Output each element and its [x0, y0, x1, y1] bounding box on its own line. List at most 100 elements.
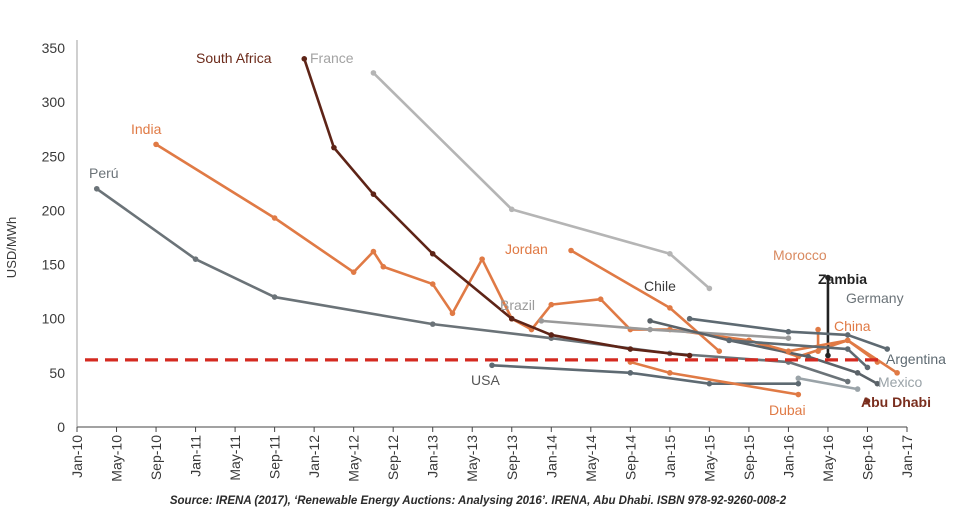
series-label: USA [471, 372, 500, 388]
y-tick-label: 250 [42, 148, 66, 164]
series-point [785, 335, 792, 342]
series-point [864, 398, 871, 404]
x-tick-label: Sep-11 [267, 435, 283, 479]
series-point [825, 274, 831, 281]
series-point [271, 294, 278, 300]
series-point [508, 206, 515, 213]
series-point [785, 328, 792, 335]
series-point [192, 256, 199, 262]
x-tick-label: Sep-15 [741, 435, 757, 480]
series-point [370, 191, 377, 197]
series-point [686, 315, 693, 322]
series-point [667, 250, 673, 257]
series-point [370, 248, 377, 255]
series-point [93, 185, 100, 192]
series-label: Germany [846, 290, 904, 306]
series-label: Brazil [500, 297, 535, 313]
series-label: Perú [89, 165, 119, 181]
series-label: India [131, 121, 162, 137]
x-tick-label: May-11 [227, 435, 243, 481]
series-point [647, 326, 653, 333]
series-point [686, 352, 693, 359]
y-tick-label: 300 [42, 94, 66, 110]
series-point [785, 348, 792, 355]
series-label: Zambia [818, 271, 867, 287]
series-point [647, 318, 653, 324]
y-tick-label: 0 [57, 419, 65, 435]
series-line [490, 363, 800, 385]
series-point [726, 337, 732, 344]
series-point [795, 380, 802, 387]
x-tick-label: Jan-14 [543, 435, 559, 478]
series-line [302, 57, 691, 357]
series-point [844, 332, 851, 338]
series-point [380, 263, 387, 270]
series-point [153, 141, 159, 148]
x-tick-label: Sep-12 [385, 435, 401, 480]
x-tick-label: Sep-13 [504, 435, 520, 480]
series-point [825, 352, 831, 359]
series-point [864, 364, 871, 371]
x-tick-label: May-13 [464, 435, 480, 482]
series-label: France [310, 50, 354, 66]
series-point [795, 375, 802, 382]
series-point [627, 346, 634, 352]
y-tick-label: 50 [49, 365, 65, 381]
series-point [874, 380, 881, 387]
x-tick-label: Jan-15 [662, 435, 678, 478]
series-label: South Africa [196, 50, 272, 66]
series-point [479, 256, 485, 262]
source-note: Source: IRENA (2017), ‘Renewable Energy … [169, 495, 787, 507]
series-point [805, 353, 811, 360]
x-tick-label: Jan-10 [69, 435, 85, 478]
series-label: Mexico [878, 374, 923, 390]
series-label: Chile [644, 278, 676, 294]
series-point [884, 346, 891, 352]
series-label: Dubai [769, 402, 806, 418]
series-point [489, 362, 495, 369]
series-label: Argentina [886, 351, 946, 367]
series-point [894, 370, 900, 376]
series-label: Morocco [773, 247, 827, 263]
series-point [449, 310, 456, 317]
series-line [688, 317, 889, 351]
x-tick-label: May-14 [583, 435, 599, 482]
series-point [429, 250, 436, 257]
series-point [350, 269, 357, 275]
series-point [548, 332, 555, 338]
series-label: Jordan [505, 241, 548, 257]
series-point [795, 391, 802, 398]
series-point [429, 321, 436, 327]
x-tick-label: Sep-10 [148, 435, 164, 480]
y-tick-label: 200 [42, 202, 66, 218]
x-tick-label: Sep-16 [859, 435, 875, 480]
series-point [508, 315, 515, 322]
x-tick-label: Sep-14 [622, 435, 638, 480]
y-tick-label: 100 [42, 311, 66, 327]
series-point [706, 285, 713, 292]
x-tick-label: Jan-13 [425, 435, 441, 478]
series-label: China [834, 318, 871, 334]
y-axis-label: USD/MWh [4, 217, 19, 278]
x-tick-label: May-10 [109, 435, 125, 482]
series-line [372, 71, 711, 290]
x-tick-label: May-15 [701, 435, 717, 482]
series-point [667, 370, 673, 376]
series-point [331, 144, 337, 151]
series-point [844, 378, 851, 385]
series-point [370, 70, 377, 76]
x-tick-label: Jan-12 [306, 435, 322, 478]
series-line [797, 376, 859, 391]
series-point [568, 247, 574, 254]
x-tick-label: Jan-17 [899, 435, 915, 478]
series-point [597, 296, 604, 303]
series-point [548, 301, 555, 308]
series-point [854, 370, 861, 376]
series-line [629, 360, 800, 396]
series-point [271, 215, 278, 221]
x-tick-label: May-16 [820, 435, 836, 482]
series-point [706, 380, 713, 387]
series-point [538, 318, 545, 324]
y-tick-label: 150 [42, 257, 66, 273]
